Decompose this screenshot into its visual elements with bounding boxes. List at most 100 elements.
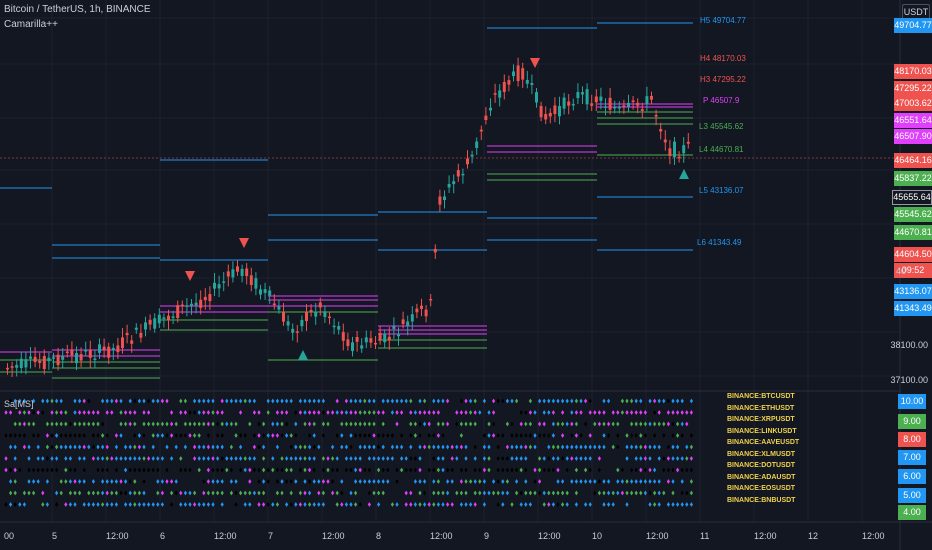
screener-dot (584, 421, 588, 427)
candle-body (636, 102, 640, 106)
screener-dot (450, 456, 454, 461)
screener-dot (156, 479, 160, 484)
screener-dot (202, 444, 206, 450)
screener-dot (183, 410, 187, 415)
screener-dot (367, 467, 371, 473)
candle-body (314, 311, 318, 317)
screener-dot (381, 410, 385, 415)
screener-symbol: BINANCE:DOTUSDT (727, 462, 796, 469)
screener-dot (427, 421, 431, 427)
screener-dot (478, 410, 482, 415)
candle-body (594, 96, 598, 103)
candle-body (438, 196, 442, 205)
screener-dot (312, 502, 316, 507)
screener-dot (41, 502, 45, 507)
screener-dot (446, 490, 450, 496)
screener-value-tag: 7.00 (898, 450, 926, 465)
screener-dot (363, 444, 367, 450)
screener-dot (354, 479, 358, 484)
screener-dot (124, 456, 128, 461)
screener-dot (335, 456, 339, 461)
screener-dot (275, 490, 279, 496)
screener-dot (653, 398, 657, 404)
candle-body (236, 266, 239, 272)
screener-dot (639, 490, 643, 496)
screener-dot (248, 502, 252, 507)
screener-dot (101, 467, 105, 473)
screener-dot (349, 502, 353, 507)
screener-dot (404, 490, 408, 496)
price-tag: 44604.50 (894, 247, 932, 262)
screener-symbol: BINANCE:BNBUSDT (727, 496, 796, 504)
screener-dot (524, 456, 528, 461)
screener-dot (574, 490, 578, 496)
screener-dot (524, 502, 528, 507)
screener-dot (413, 410, 417, 415)
lower-pane-label[interactable]: Sa[MS] (4, 399, 34, 409)
screener-dot (128, 410, 132, 415)
screener-dot (91, 410, 95, 415)
screener-dot (326, 456, 330, 461)
screener-dot (239, 490, 243, 496)
screener-symbol: BINANCE:ADAUSDT (727, 473, 796, 481)
screener-dot (142, 456, 146, 461)
screener-dot (321, 502, 325, 507)
screener-dot (565, 398, 569, 404)
price-tag: 46464.16 (894, 153, 932, 168)
screener-dot (510, 502, 514, 507)
screener-dot (367, 398, 371, 404)
symbol-title[interactable]: Bitcoin / TetherUS, 1h, BINANCE (4, 4, 151, 15)
screener-dot (473, 444, 477, 450)
screener-dot (519, 502, 523, 507)
screener-dot (321, 456, 325, 461)
screener-dot (593, 479, 597, 484)
screener-dot (400, 410, 404, 415)
screener-dot (22, 444, 26, 450)
screener-dot (262, 444, 266, 450)
screener-dot (170, 490, 174, 496)
screener-dot (400, 467, 404, 473)
screener-dot (41, 410, 45, 415)
screener-dot (510, 456, 514, 461)
screener-dot (96, 444, 100, 450)
screener-dot (114, 502, 118, 507)
candle-body (272, 303, 276, 306)
screener-dot (496, 444, 500, 450)
screener-dot (542, 456, 546, 461)
screener-dot (55, 398, 59, 404)
screener-dot (183, 490, 187, 496)
screener-dot (13, 398, 17, 404)
screener-dot (597, 479, 601, 484)
screener-dot (32, 467, 36, 473)
screener-dot (436, 410, 440, 415)
indicator-label[interactable]: Camarilla++ (4, 19, 58, 30)
screener-dot (101, 444, 105, 450)
screener-dot (124, 421, 128, 427)
screener-dot (91, 479, 95, 484)
screener-dot (423, 490, 427, 496)
pivot-level-label: P 46507.9 (703, 96, 740, 105)
screener-dot (533, 490, 537, 496)
screener-dot (82, 433, 86, 438)
screener-dot (96, 421, 100, 427)
screener-dot (390, 502, 394, 507)
screener-dot (381, 398, 385, 404)
screener-dot (565, 456, 569, 461)
candle-body (512, 71, 515, 77)
screener-dot (519, 410, 523, 415)
screener-dot (653, 421, 657, 427)
screener-dot (473, 490, 477, 496)
screener-dot (496, 456, 500, 461)
time-axis-label: 7 (268, 531, 274, 541)
time-axis-label: 6 (160, 531, 166, 541)
screener-dot (354, 502, 358, 507)
screener-dot (165, 479, 169, 484)
screener-dot (105, 479, 109, 484)
screener-dot (248, 490, 252, 496)
screener-dot (404, 398, 408, 404)
screener-dot (565, 502, 569, 507)
candle-body (645, 96, 649, 104)
price-axis-label: 40 (895, 266, 906, 276)
screener-dot (482, 490, 486, 496)
